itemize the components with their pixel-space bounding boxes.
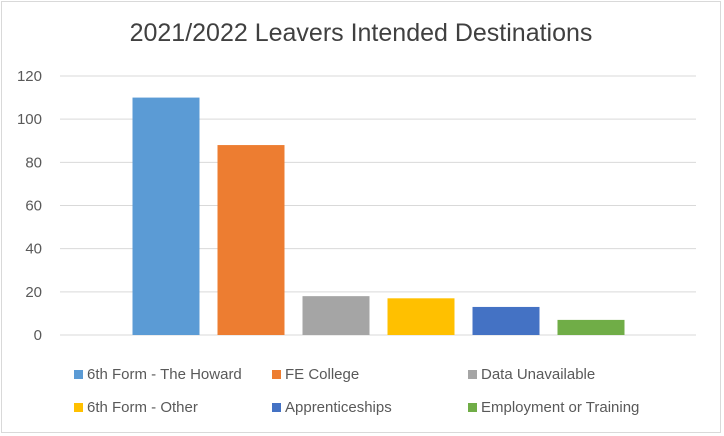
legend-label: FE College <box>285 366 359 383</box>
legend-entry: Data Unavailable <box>468 366 595 383</box>
y-tick-label: 40 <box>25 241 42 258</box>
y-tick-label: 60 <box>25 198 42 215</box>
legend-entry: Employment or Training <box>468 399 639 416</box>
legend-label: 6th Form - Other <box>87 399 198 416</box>
legend: 6th Form - The Howard FE College Data Unav… <box>74 366 639 416</box>
bar-fe-college <box>217 145 285 335</box>
legend-label: Apprenticeships <box>285 399 392 416</box>
bars <box>132 97 625 335</box>
y-tick-label: 20 <box>25 284 42 301</box>
legend-swatch <box>74 403 83 412</box>
y-tick-label: 80 <box>25 154 42 171</box>
legend-label: Employment or Training <box>481 399 639 416</box>
bar-employment-or-training <box>557 319 625 335</box>
chart-title: 2021/2022 Leavers Intended Destinations <box>129 19 593 47</box>
legend-entry: 6th Form - Other <box>74 399 198 416</box>
y-tick-label: 0 <box>34 327 42 344</box>
bar-data-unavailable <box>302 296 370 335</box>
legend-swatch <box>272 370 281 379</box>
bar-6th-form-other <box>387 298 455 335</box>
legend-entry: 6th Form - The Howard <box>74 366 242 383</box>
legend-swatch <box>468 403 477 412</box>
legend-label: 6th Form - The Howard <box>87 366 242 383</box>
legend-swatch <box>468 370 477 379</box>
y-tick-label: 120 <box>17 68 42 85</box>
legend-label: Data Unavailable <box>481 366 595 383</box>
legend-entry: Apprenticeships <box>272 399 392 416</box>
bar-apprenticeships <box>472 306 540 335</box>
y-axis-ticks: 0 20 40 60 80 100 120 <box>17 68 42 344</box>
legend-entry: FE College <box>272 366 359 383</box>
bar-6th-form-the-howard <box>132 97 200 335</box>
legend-swatch <box>272 403 281 412</box>
legend-swatch <box>74 370 83 379</box>
y-tick-label: 100 <box>17 111 42 128</box>
